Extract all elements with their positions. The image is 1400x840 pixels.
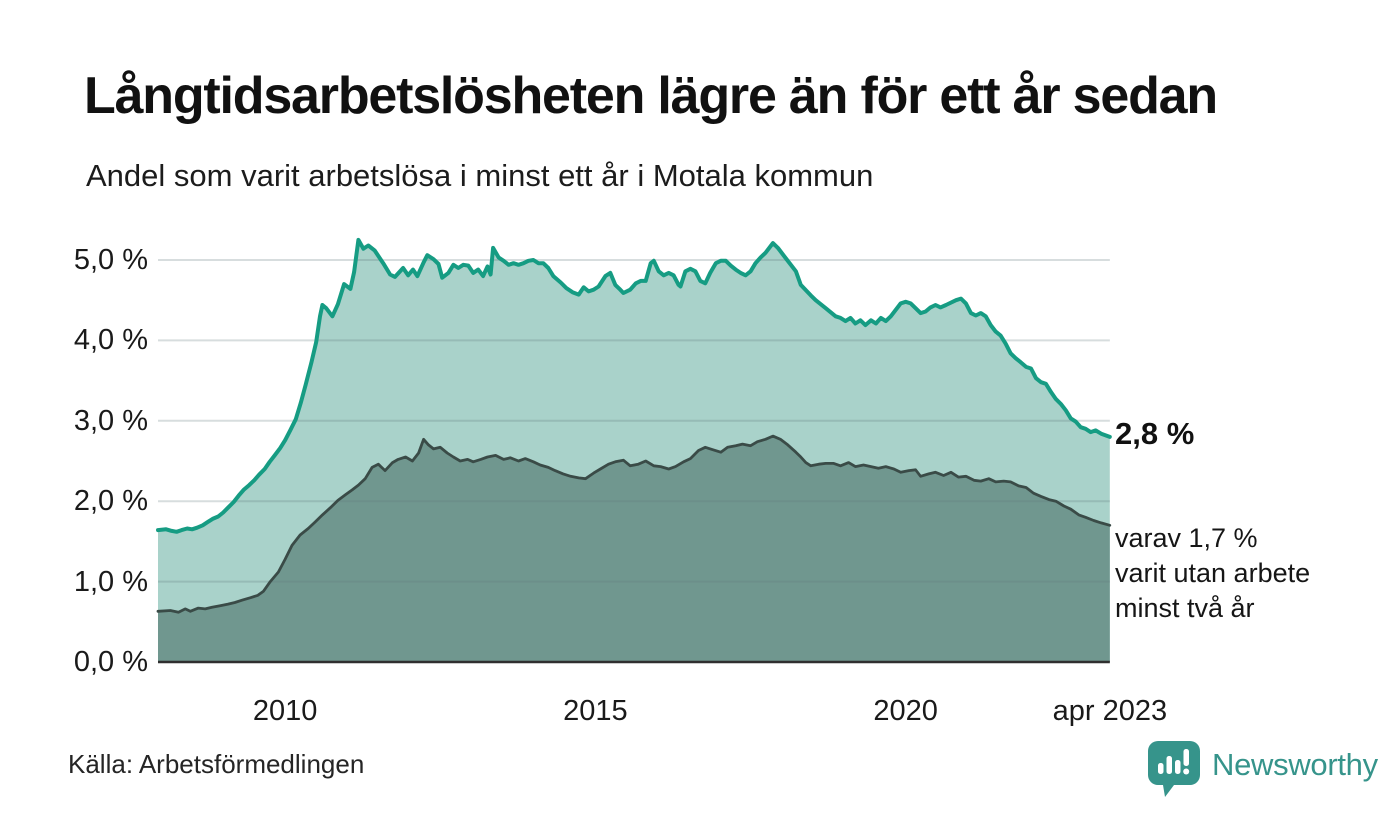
xtick-label: apr 2023 (1052, 695, 1168, 727)
page-title: Långtidsarbetslösheten lägre än för ett … (84, 67, 1218, 125)
ytick-label: 5,0 % (73, 244, 148, 276)
ytick-label: 3,0 % (73, 404, 148, 437)
endpoint-note-label: varav 1,7 % varit utan arbete minst två … (1115, 523, 1311, 623)
xtick-label: 2020 (873, 695, 938, 727)
source-note: Källa: Arbetsförmedlingen (68, 749, 365, 779)
ytick-label: 1,0 % (73, 565, 148, 598)
endpoint-value-label: 2,8 % (1115, 416, 1195, 451)
ytick-label: 2,0 % (73, 485, 148, 518)
line-arbetslosa-minst-tva-ar (156, 434, 1112, 614)
line-arbetslosa-minst-ett-ar (156, 237, 1112, 534)
bar-chart-icon (1158, 749, 1190, 775)
ytick-label: 0,0 % (73, 646, 148, 678)
newsworthy-logo-text: Newsworthy (1212, 747, 1378, 782)
newsworthy-logo: Newsworthy (1148, 741, 1378, 797)
page-subtitle: Andel som varit arbetslösa i minst ett å… (86, 158, 874, 193)
ytick-label: 4,0 % (73, 324, 148, 357)
newsworthy-logo-icon (1148, 741, 1200, 797)
area-arbetslosa-minst-tva-ar (158, 436, 1110, 662)
xtick-label: 2010 (252, 695, 318, 727)
xtick-label: 2015 (563, 695, 628, 727)
